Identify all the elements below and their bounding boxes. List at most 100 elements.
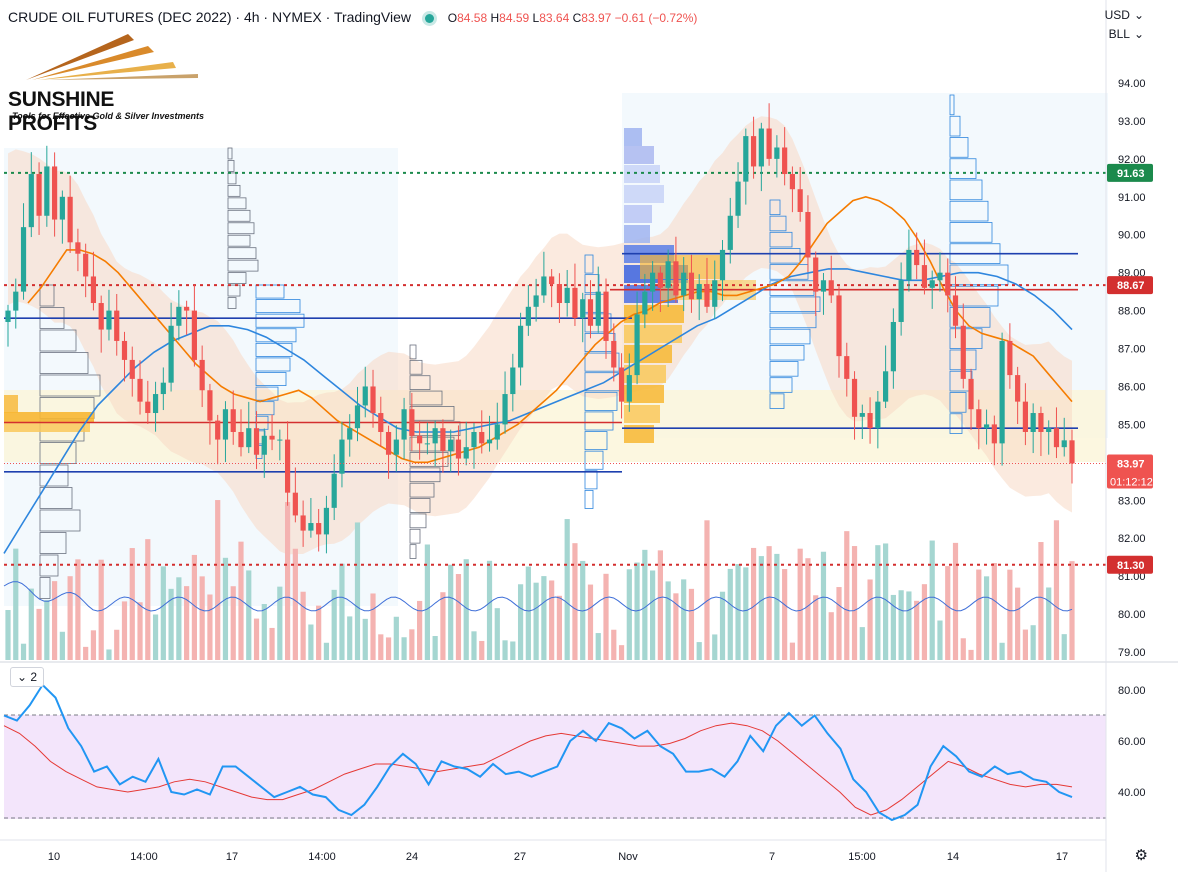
volume-bar [937,620,943,660]
time-tick-label: 14:00 [130,851,158,863]
profile-bar [227,222,255,235]
chevron-down-icon: ⌄ [1133,27,1144,41]
profile-bar [769,296,821,312]
candle [549,276,555,285]
profile-bar [227,259,259,272]
candle [665,261,671,288]
volume-bar [5,610,11,660]
candle [564,287,570,304]
volume-bar [152,614,159,660]
profile-bar [409,544,417,559]
price-tag-81-30 [1107,555,1153,574]
volume-bar [517,584,524,660]
candle [618,367,625,402]
unit-selector[interactable]: BLL ⌄ [1108,27,1144,41]
time-tick-label: 24 [406,851,418,863]
volume-bar [28,588,34,660]
candle [758,128,764,167]
price-tick-label: 91.00 [1118,192,1146,204]
symbol-title: CRUDE OIL FUTURES (DEC 2022) · 4h · NYME… [8,9,411,25]
price-tick-label: 80.00 [1118,609,1146,621]
volume-bars [5,500,1075,660]
profile-bar [255,342,293,357]
profile-bar [409,513,427,529]
price-tick-label: 86.00 [1118,381,1146,393]
candle [1038,413,1044,432]
volume-ma-line [3,581,1073,612]
profile-bar [39,577,51,599]
profile-bar [949,285,999,307]
profile-bar [39,374,101,397]
profile-bar [227,272,247,284]
volume-bar [432,636,438,660]
candle [137,378,143,402]
ohlc-values: O84.58 H84.59 L83.64 C83.97 −0.61 (−0.72… [447,11,698,25]
candle [98,303,104,330]
time-tick-label: 14 [947,851,959,863]
volume-bar [859,627,865,660]
profile-bar [409,375,431,390]
profile-bar [949,392,967,413]
profile-bar [409,436,455,452]
volume-bar [362,618,368,660]
currency-selector[interactable]: USD ⌄ [1104,8,1144,22]
candle [844,356,850,379]
candle [704,284,710,307]
candle [999,340,1005,444]
profile-bar [227,147,233,160]
profile-bar [584,352,620,372]
time-tick-label: 10 [48,851,60,863]
candle [1015,375,1021,402]
candle [572,287,578,319]
candle [983,424,990,429]
candle [160,382,166,395]
candle [479,431,485,444]
candle [455,439,462,459]
profile-bar [769,312,817,329]
volume-bar [525,566,531,660]
gear-icon[interactable]: ⚙ [1134,847,1148,864]
candle [968,378,974,410]
candle [246,428,252,448]
candle [1069,440,1075,464]
profile-bar [769,231,793,248]
volume-profile-3 [39,284,101,599]
candle [51,166,58,220]
volume-bar [805,558,811,660]
profile-bar [4,422,90,432]
price-tick-label: 79.00 [1118,647,1146,659]
volume-bar [261,604,267,660]
profile-bar [624,405,660,423]
profile-bar [624,128,642,146]
rsi-pane-toggle[interactable]: ⌄ 2 [10,667,45,687]
volume-bar [222,557,229,660]
volume-bar [665,581,671,660]
volume-bar [743,567,749,660]
candle [673,261,679,296]
price-tick-label: 92.00 [1118,154,1146,166]
profile-bar [624,225,650,243]
volume-bar [727,568,733,660]
profile-bar [409,482,435,498]
volume-bar [549,580,555,660]
volume-bar [813,595,819,660]
profile-bar [584,470,598,490]
volume-bar [184,586,190,660]
candle [67,196,73,243]
candle [774,147,780,159]
candle [145,401,151,414]
candle [541,276,547,296]
candle [611,340,617,368]
logo-brand: SUNSHINE PROFITS [8,88,115,135]
candle [960,325,966,379]
candle [114,310,120,341]
volume-bar [121,601,128,660]
volume-bar [137,602,143,660]
volume-bar [844,531,850,660]
volume-bar [976,569,982,660]
candle [650,272,656,292]
candle [976,409,982,429]
profile-bar [624,345,672,363]
candle [230,409,236,432]
